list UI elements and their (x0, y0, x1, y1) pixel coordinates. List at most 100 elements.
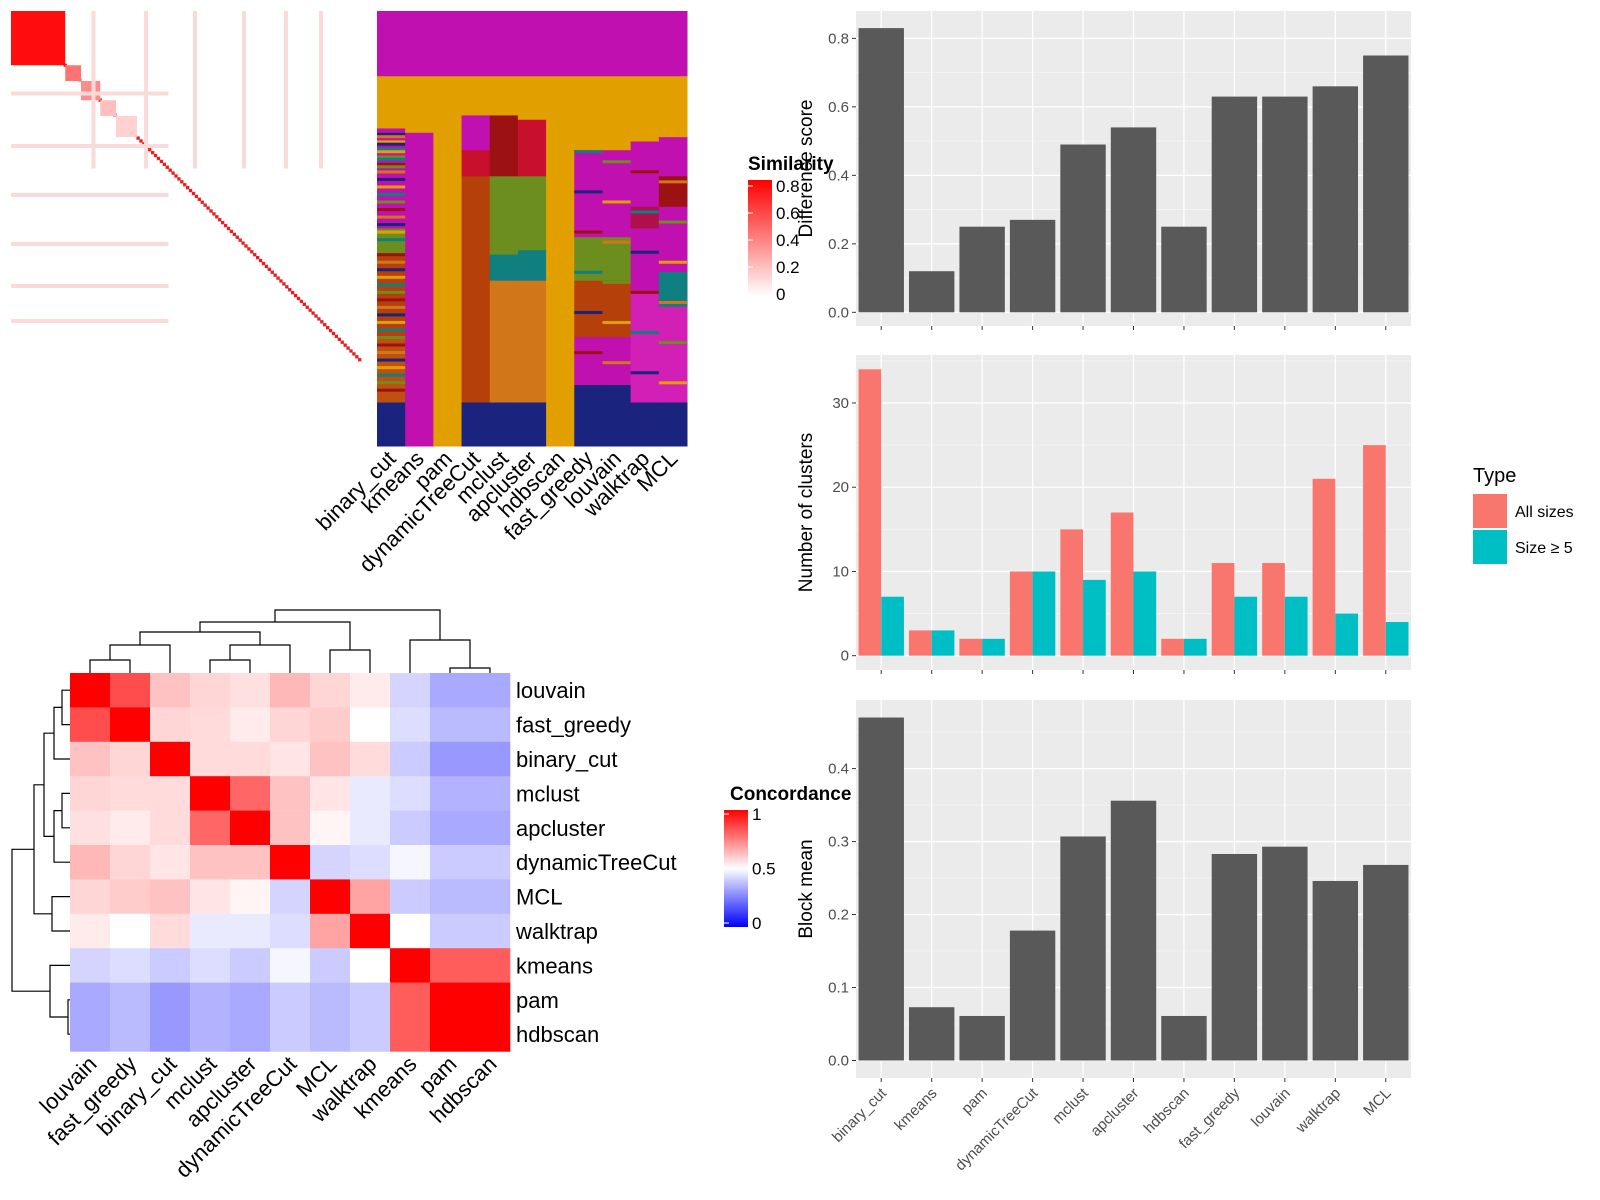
concordance-cell (150, 810, 191, 846)
concordance-cell (190, 810, 231, 846)
concordance-cell (150, 879, 191, 915)
bar (858, 717, 904, 1061)
bar-size-ge-5 (1284, 596, 1308, 656)
similarity-stripe (11, 284, 169, 288)
concordance-cell (230, 776, 271, 811)
concordance-cell (350, 982, 391, 1018)
similarity-diagonal-cell (279, 279, 283, 283)
concordance-cell (230, 845, 271, 880)
assignment-cell (461, 402, 491, 447)
similarity-diagonal-cell (253, 253, 257, 257)
bar-size-ge-5 (1032, 571, 1056, 656)
assignment-stripe (377, 343, 406, 347)
similarity-diagonal-cell (346, 346, 350, 350)
bar-all-sizes (1363, 445, 1386, 656)
assignment-stripe (377, 335, 406, 339)
concordance-cell (270, 982, 311, 1018)
bar (1110, 127, 1157, 313)
assignment-stripe (630, 290, 659, 294)
similarity-diagonal-cell (349, 349, 353, 353)
similarity-diagonal-cell (337, 337, 341, 341)
similarity-stripe (193, 11, 197, 169)
concordance-cell (110, 1017, 151, 1052)
concordance-cell (470, 982, 511, 1018)
concordance-cell (110, 982, 151, 1018)
assignment-cell (574, 150, 603, 238)
assignment-cell (630, 11, 660, 77)
concordance-cell (230, 913, 271, 949)
assignment-stripe (377, 223, 406, 227)
similarity-diagonal-cell (174, 174, 178, 178)
dendrogram-branch (33, 784, 52, 915)
similarity-diagonal-cell (241, 241, 245, 245)
assignment-stripe (377, 185, 406, 189)
concordance-cell (70, 810, 111, 846)
bar (1060, 836, 1106, 1061)
assignment-stripe (377, 238, 406, 242)
dendrogram-branch (209, 659, 251, 673)
concordance-cell (230, 982, 271, 1018)
assignment-cell (546, 11, 575, 77)
y-axis-title: Difference score (796, 100, 817, 238)
y-tick-label: 0 (841, 648, 849, 665)
concordance-legend-label: 0.5 (752, 860, 776, 879)
assignment-cell (602, 150, 632, 238)
y-tick-label: 0.0 (828, 304, 849, 321)
y-tick-label: 0.3 (828, 834, 849, 851)
concordance-row-label: walktrap (515, 919, 598, 944)
similarity-colorbar (748, 180, 772, 296)
x-tick-label: louvain (1248, 1085, 1294, 1131)
y-tick-label: 0.1 (828, 980, 849, 997)
bar-all-sizes (959, 638, 983, 656)
assignment-stripe (377, 366, 406, 370)
type-legend: Type All sizes Size ≥ 5 (1473, 465, 1574, 564)
similarity-legend-label: 0 (776, 285, 785, 304)
assignment-stripe (574, 270, 603, 274)
cluster-assignment-heatmap (377, 11, 688, 447)
similarity-diagonal-cell (142, 142, 146, 146)
y-tick-label: 10 (832, 563, 849, 580)
concordance-cell (390, 810, 431, 846)
bar-size-ge-5 (881, 596, 904, 656)
concordance-row-label: mclust (516, 781, 580, 806)
concordance-legend-label: 1 (752, 805, 761, 824)
concordance-cell (390, 913, 431, 949)
assignment-stripe (574, 310, 603, 314)
assignment-cell (377, 337, 406, 403)
assignment-cell (489, 115, 519, 177)
concordance-cell (390, 776, 431, 811)
similarity-diagonal-cell (232, 232, 236, 236)
similarity-diagonal-cell (296, 296, 301, 301)
assignment-cell (602, 11, 632, 77)
concordance-cell (270, 948, 311, 983)
assignment-stripe (658, 341, 687, 345)
bar (1262, 96, 1308, 313)
concordance-cell (310, 982, 351, 1018)
assignment-stripe (377, 245, 406, 249)
assignment-stripe (574, 351, 603, 355)
bar-size-ge-5 (1335, 613, 1359, 656)
assignment-cell (602, 280, 632, 338)
concordance-cell (390, 1017, 431, 1052)
bar-size-ge-5 (1234, 596, 1258, 656)
concordance-column-labels: louvainfast_greedybinary_cutmclustapclus… (35, 1051, 502, 1182)
concordance-cell (110, 913, 151, 949)
assignment-cell (461, 176, 491, 273)
similarity-stripe (11, 319, 169, 323)
similarity-stripe (11, 144, 169, 148)
bar-size-ge-5 (1385, 621, 1409, 656)
concordance-legend: Concordance 1 0.5 0 (724, 784, 851, 933)
assignment-stripe (377, 200, 406, 204)
x-tick-label: apcluster (1087, 1085, 1142, 1140)
bar (1009, 930, 1056, 1061)
similarity-diagonal-cell (226, 226, 231, 231)
assignment-cell (602, 385, 632, 447)
similarity-diagonal-cell (247, 247, 251, 251)
similarity-diagonal-cell (258, 258, 263, 263)
similarity-diagonal-cell (136, 136, 140, 140)
concordance-cell (110, 741, 151, 777)
similarity-diagonal-cell (256, 256, 260, 260)
assignment-cell (405, 76, 434, 134)
dendrogram-branch (274, 609, 441, 640)
